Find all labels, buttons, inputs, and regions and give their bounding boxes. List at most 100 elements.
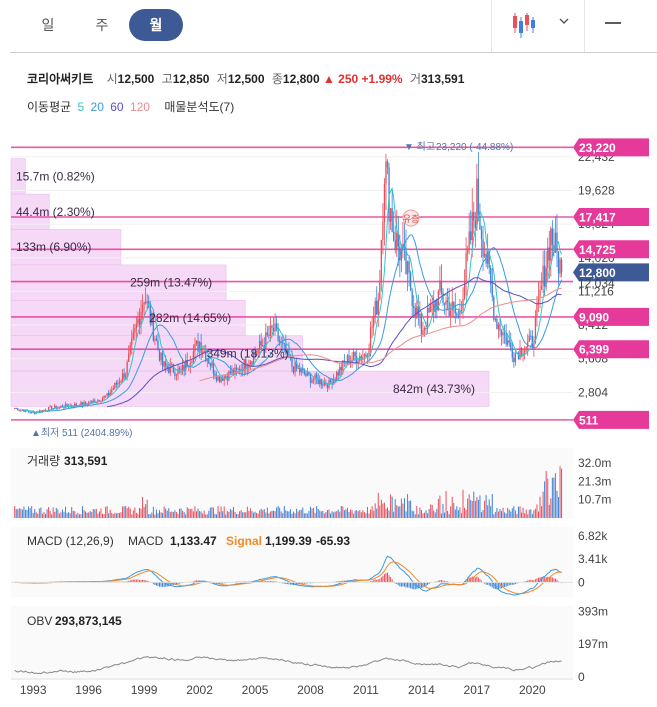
candle-body <box>303 369 305 374</box>
candle-body <box>437 291 440 311</box>
candle-body <box>277 328 279 341</box>
candle-body <box>431 303 433 305</box>
price-level-tag-label: 23,220 <box>579 141 616 155</box>
candle-body <box>453 301 455 306</box>
candle-body <box>485 253 487 264</box>
candle-body <box>208 359 210 364</box>
candle-body <box>505 334 507 345</box>
candle-body <box>61 406 64 408</box>
candle-body <box>137 318 139 324</box>
tab-day[interactable]: 일 <box>41 17 55 33</box>
chart-type-button[interactable] <box>492 0 584 52</box>
candle-body <box>225 376 227 378</box>
candle-body <box>291 358 293 367</box>
candle-body <box>391 208 393 232</box>
candle-body <box>451 301 453 311</box>
volume-profile-band <box>10 335 303 372</box>
candle-body <box>440 280 443 293</box>
price-level-tag-label: 17,417 <box>579 210 616 224</box>
candle-body <box>141 304 144 312</box>
x-tick-label: 1996 <box>75 683 102 697</box>
candle-body <box>377 299 379 315</box>
candle-body <box>283 343 285 345</box>
change-percent: +1.99% <box>361 72 403 86</box>
obv-tick-label: 0 <box>578 670 585 684</box>
candle-body <box>560 259 563 273</box>
candle-body <box>334 379 336 381</box>
candle-body <box>243 359 245 372</box>
price-tick-label: 5,608 <box>578 352 608 366</box>
candle-body <box>101 398 104 402</box>
candle-body <box>325 382 327 385</box>
candle-body <box>151 313 153 324</box>
candle-body <box>218 376 221 382</box>
menu-button[interactable] <box>585 0 657 52</box>
candle-body <box>525 347 527 351</box>
candle-body <box>191 362 193 364</box>
candle-body <box>423 328 426 331</box>
candle-body <box>161 352 164 367</box>
candle-body <box>14 408 16 410</box>
tab-week[interactable]: 주 <box>95 17 109 33</box>
candle-body <box>160 352 162 361</box>
tab-month[interactable]: 월 <box>129 9 183 41</box>
candle-body <box>466 248 469 254</box>
candle-body <box>220 378 222 382</box>
candle-body <box>470 231 472 241</box>
indicator-legend[interactable]: 이동평균 5 20 60 120 매물분석도(7) <box>27 98 237 115</box>
candle-body <box>459 311 461 316</box>
candle-body <box>547 247 549 268</box>
candle-body <box>41 410 44 412</box>
price-level-tag <box>573 340 649 359</box>
candle-body <box>363 354 366 357</box>
candle-body <box>540 285 543 290</box>
x-tick-label: 2020 <box>519 683 546 697</box>
candle-body <box>80 402 82 407</box>
candle-body <box>234 367 236 375</box>
macd-title: MACD (12,26,9) <box>27 534 114 548</box>
candle-body <box>240 369 242 372</box>
candle-body <box>211 362 213 366</box>
candle-body <box>320 379 322 385</box>
candle-body <box>64 404 67 408</box>
volume-profile-band <box>10 229 122 266</box>
candle-body <box>166 365 168 368</box>
candle-body <box>493 296 495 320</box>
candle-body <box>357 361 359 364</box>
candle-body <box>474 220 476 228</box>
candle-body <box>292 366 295 373</box>
candle-body <box>197 341 199 351</box>
candle-body <box>106 392 108 396</box>
candle-body <box>165 361 167 366</box>
candle-body <box>365 354 367 357</box>
candle-icon <box>513 13 535 38</box>
candle-body <box>348 355 350 365</box>
candle-body <box>217 376 219 381</box>
candle-body <box>206 359 208 361</box>
candle-body <box>158 349 161 361</box>
candle-body <box>185 360 187 371</box>
candle-body <box>129 344 131 354</box>
obv-title: OBV <box>27 614 52 628</box>
candle-body <box>510 342 512 349</box>
candle-body <box>542 265 544 286</box>
max-value: 23,220 (-44.88%) <box>436 142 513 153</box>
candle-body <box>71 405 73 407</box>
candle-body <box>511 348 513 358</box>
candle-body <box>132 332 134 339</box>
price-tick-label: 14,020 <box>578 251 615 265</box>
open-value: 12,500 <box>117 72 155 86</box>
candle-body <box>443 302 446 305</box>
candle-body <box>251 361 253 365</box>
candle-body <box>434 300 436 312</box>
candle-body <box>465 253 467 282</box>
candle-body <box>181 364 184 371</box>
candle-body <box>553 244 555 253</box>
candle-body <box>315 374 318 379</box>
x-tick-label: 2017 <box>464 683 491 697</box>
candle-body <box>537 296 540 303</box>
low-value: 12,500 <box>227 72 265 86</box>
candle-body <box>331 381 333 385</box>
candle-body <box>479 215 481 230</box>
candle-body <box>420 313 423 335</box>
